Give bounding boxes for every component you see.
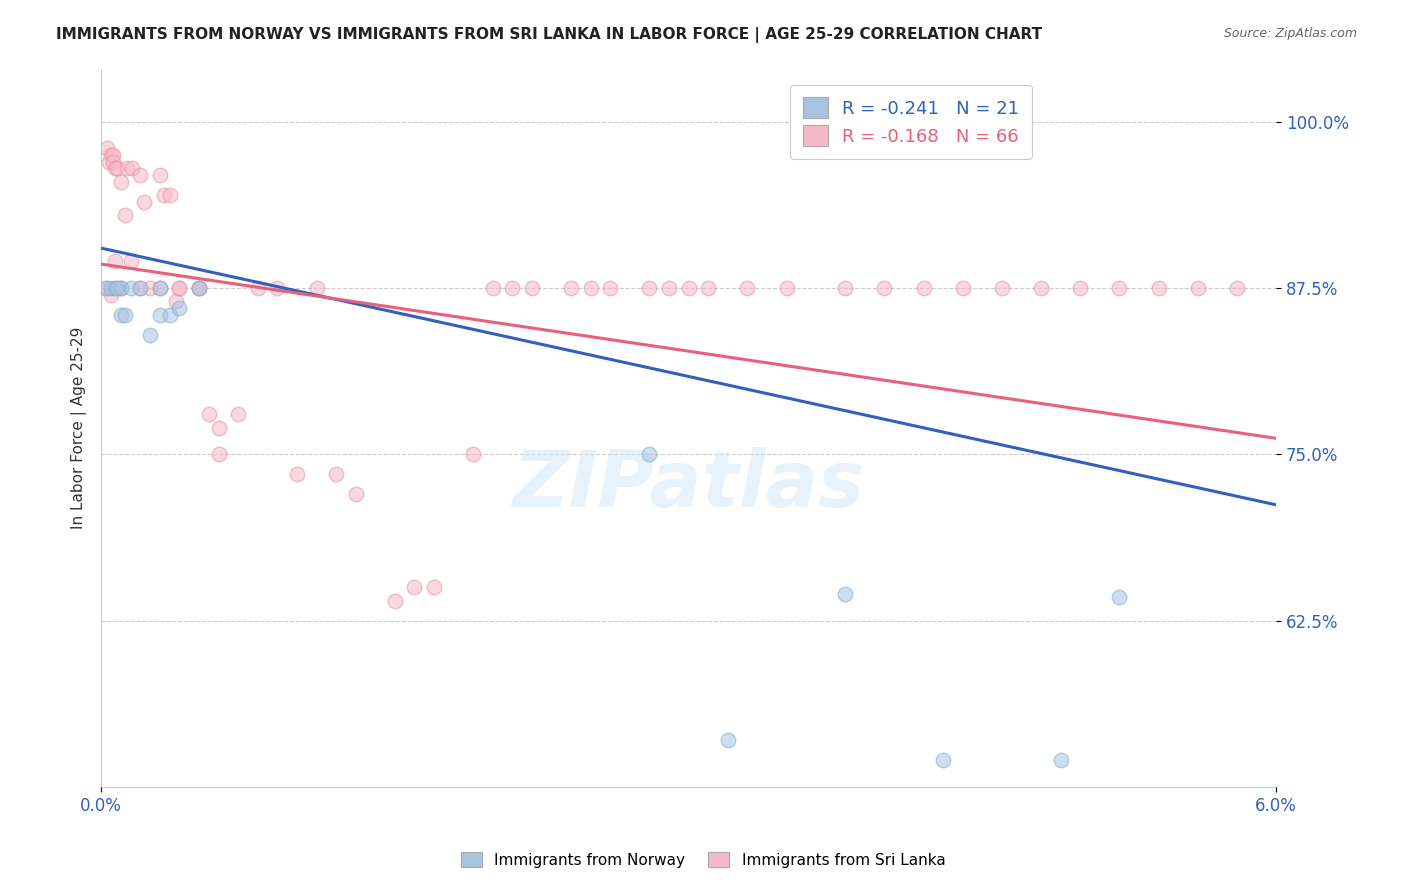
Point <box>149 308 172 322</box>
Point <box>873 281 896 295</box>
Point <box>110 308 132 322</box>
Point <box>226 408 249 422</box>
Point <box>159 187 181 202</box>
Point <box>104 161 127 176</box>
Text: ZIPatlas: ZIPatlas <box>513 447 865 523</box>
Point <box>520 281 543 295</box>
Point <box>110 175 132 189</box>
Point <box>697 281 720 295</box>
Point <box>834 281 856 295</box>
Point <box>152 187 174 202</box>
Point <box>134 194 156 209</box>
Point <box>139 281 162 295</box>
Point <box>104 254 127 268</box>
Point <box>149 281 172 295</box>
Point <box>246 281 269 295</box>
Point <box>207 420 229 434</box>
Point <box>129 168 152 182</box>
Point <box>1069 281 1091 295</box>
Point <box>94 281 117 295</box>
Point <box>188 281 211 295</box>
Point <box>121 161 143 176</box>
Point <box>285 467 308 482</box>
Text: Source: ZipAtlas.com: Source: ZipAtlas.com <box>1223 27 1357 40</box>
Point <box>100 148 122 162</box>
Point <box>104 281 127 295</box>
Point <box>775 281 797 295</box>
Point <box>96 281 118 295</box>
Point <box>105 281 128 295</box>
Point <box>129 281 152 295</box>
Point <box>305 281 328 295</box>
Point <box>97 154 120 169</box>
Point <box>344 487 367 501</box>
Point <box>638 281 661 295</box>
Text: IMMIGRANTS FROM NORWAY VS IMMIGRANTS FROM SRI LANKA IN LABOR FORCE | AGE 25-29 C: IMMIGRANTS FROM NORWAY VS IMMIGRANTS FRO… <box>56 27 1042 43</box>
Point <box>188 281 211 295</box>
Point <box>737 281 759 295</box>
Point <box>149 281 172 295</box>
Point <box>638 447 661 461</box>
Point <box>169 281 191 295</box>
Point <box>1147 281 1170 295</box>
Point <box>100 287 122 301</box>
Point <box>423 580 446 594</box>
Point <box>120 281 142 295</box>
Point <box>120 254 142 268</box>
Point <box>96 141 118 155</box>
Point <box>188 281 211 295</box>
Point <box>1108 281 1130 295</box>
Point <box>114 308 136 322</box>
Point <box>129 281 152 295</box>
Point <box>165 294 187 309</box>
Point <box>266 281 288 295</box>
Legend: Immigrants from Norway, Immigrants from Sri Lanka: Immigrants from Norway, Immigrants from … <box>454 846 952 873</box>
Point <box>991 281 1014 295</box>
Point <box>198 408 221 422</box>
Point <box>717 733 740 747</box>
Point <box>114 208 136 222</box>
Point <box>139 327 162 342</box>
Point <box>101 148 124 162</box>
Point <box>463 447 485 461</box>
Point <box>169 281 191 295</box>
Point <box>101 154 124 169</box>
Point <box>105 161 128 176</box>
Point <box>952 281 974 295</box>
Point <box>599 281 621 295</box>
Point <box>404 580 426 594</box>
Point <box>1187 281 1209 295</box>
Point <box>912 281 935 295</box>
Point <box>501 281 523 295</box>
Point <box>834 587 856 601</box>
Point <box>678 281 700 295</box>
Point <box>110 281 132 295</box>
Point <box>115 161 138 176</box>
Point <box>159 308 181 322</box>
Point <box>100 281 122 295</box>
Point <box>384 593 406 607</box>
Point <box>1108 590 1130 604</box>
Point <box>560 281 582 295</box>
Point <box>110 281 132 295</box>
Point <box>1226 281 1249 295</box>
Point <box>207 447 229 461</box>
Point <box>169 301 191 315</box>
Point <box>1029 281 1052 295</box>
Point <box>932 753 955 767</box>
Point <box>149 168 172 182</box>
Point <box>325 467 347 482</box>
Point <box>579 281 602 295</box>
Point <box>658 281 681 295</box>
Point <box>1049 753 1071 767</box>
Point <box>481 281 503 295</box>
Legend: R = -0.241   N = 21, R = -0.168   N = 66: R = -0.241 N = 21, R = -0.168 N = 66 <box>790 85 1032 159</box>
Y-axis label: In Labor Force | Age 25-29: In Labor Force | Age 25-29 <box>72 326 87 529</box>
